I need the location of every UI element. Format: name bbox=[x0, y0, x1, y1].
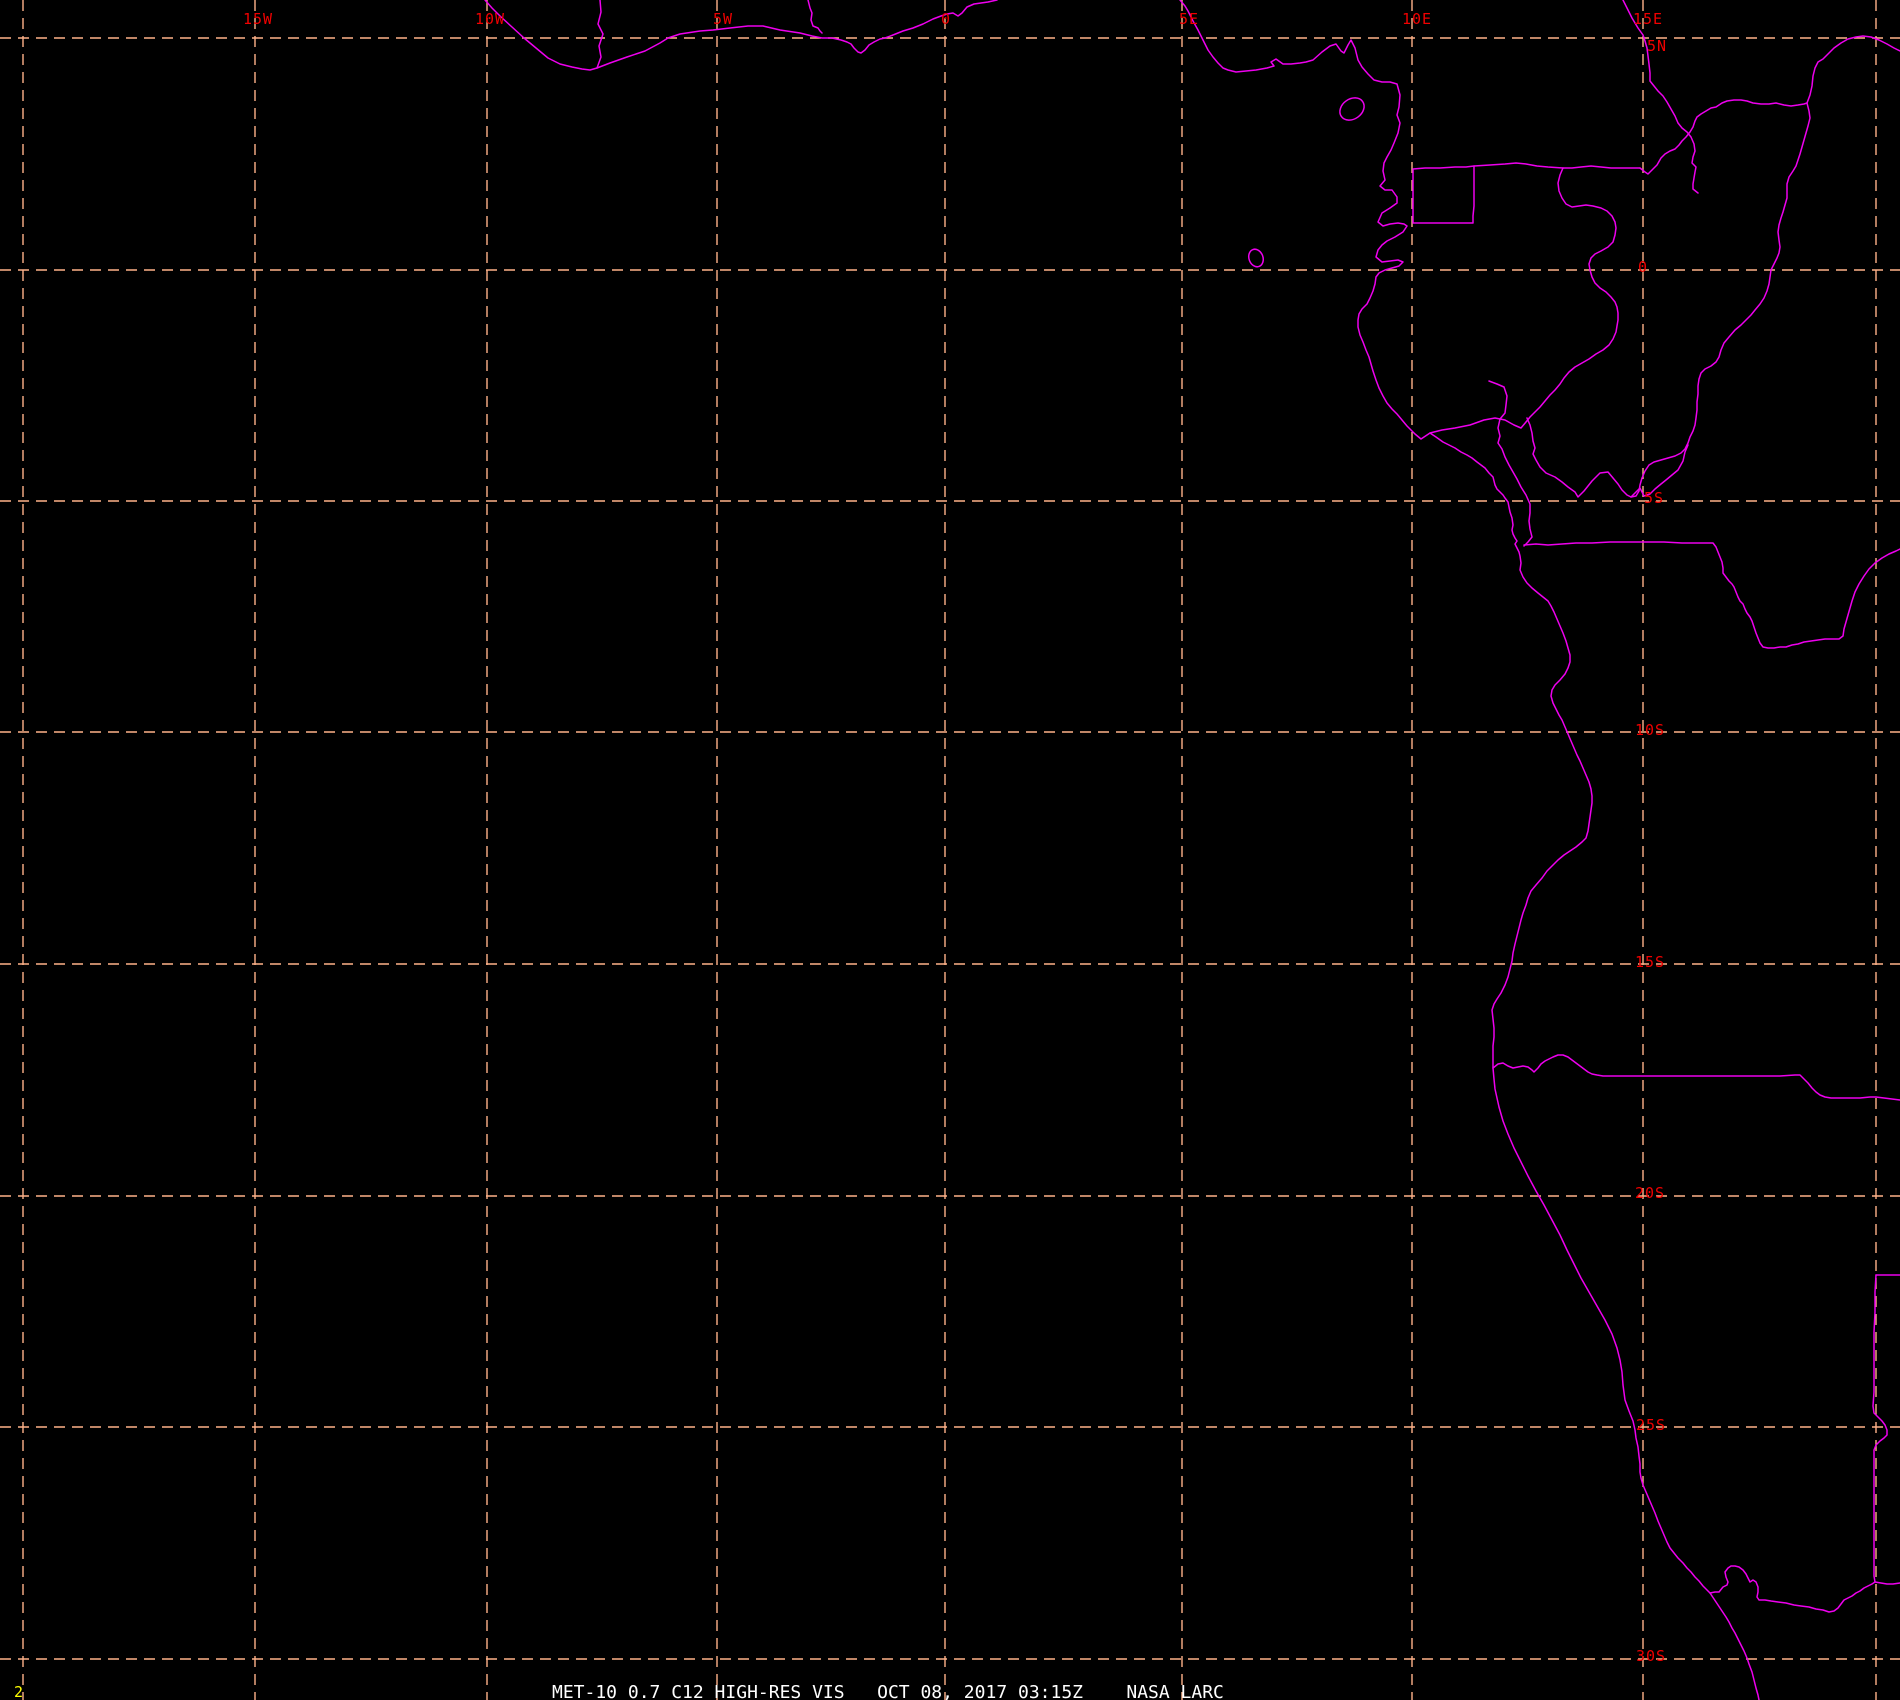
border-cabinda bbox=[1488, 380, 1533, 547]
geo-label-5S: 5S bbox=[1644, 489, 1664, 507]
border-cameroon-south bbox=[1473, 162, 1641, 169]
geo-label-10E: 10E bbox=[1402, 10, 1432, 28]
frame-counter: 2 bbox=[14, 1683, 23, 1700]
border-oubangui bbox=[1630, 102, 1811, 498]
geo-label-15E: 15E bbox=[1633, 10, 1663, 28]
border-ghana-west bbox=[807, 0, 823, 34]
border-gabon-congo bbox=[1429, 167, 1619, 434]
geo-label-20S: 20S bbox=[1635, 1184, 1665, 1202]
border-orange-river bbox=[1709, 1565, 1876, 1613]
border-cameroon-car bbox=[1622, 0, 1699, 194]
geo-label-0: 0 bbox=[941, 10, 951, 28]
coastline-overlay bbox=[484, 0, 1900, 1700]
border-cavalla bbox=[596, 0, 604, 69]
geo-label-10W: 10W bbox=[475, 10, 505, 28]
border-angola-namibia bbox=[1492, 1054, 1900, 1101]
geo-label-0: 0 bbox=[1638, 258, 1648, 276]
coast-main bbox=[1179, 0, 1760, 1700]
geo-label-5E: 5E bbox=[1179, 10, 1199, 28]
coast-west-africa bbox=[484, 0, 998, 71]
border-eq-guinea-box bbox=[1412, 165, 1475, 224]
geo-label-25S: 25S bbox=[1636, 1416, 1666, 1434]
geo-label-15S: 15S bbox=[1635, 953, 1665, 971]
island-sao-tome bbox=[1247, 248, 1265, 268]
border-congo-river bbox=[1526, 417, 1689, 498]
geo-label-30S: 30S bbox=[1636, 1647, 1666, 1665]
image-caption: MET-10 0.7 C12 HIGH-RES VIS OCT 08, 2017… bbox=[552, 1682, 1224, 1700]
border-namibia-botswana bbox=[1872, 1274, 1900, 1585]
island-bioko bbox=[1339, 97, 1365, 121]
geo-label-5N: 5N bbox=[1647, 37, 1667, 55]
geo-label-10S: 10S bbox=[1635, 721, 1665, 739]
border-angola-drc bbox=[1523, 541, 1900, 649]
geo-label-5W: 5W bbox=[713, 10, 733, 28]
latlon-labels: 15W 10W 5W 0 5E 10E 15E 5N 0 5S 10S 15S 20S 25S 30S bbox=[243, 10, 1667, 1665]
geo-label-15W: 15W bbox=[243, 10, 273, 28]
border-congo-car bbox=[1639, 35, 1900, 175]
